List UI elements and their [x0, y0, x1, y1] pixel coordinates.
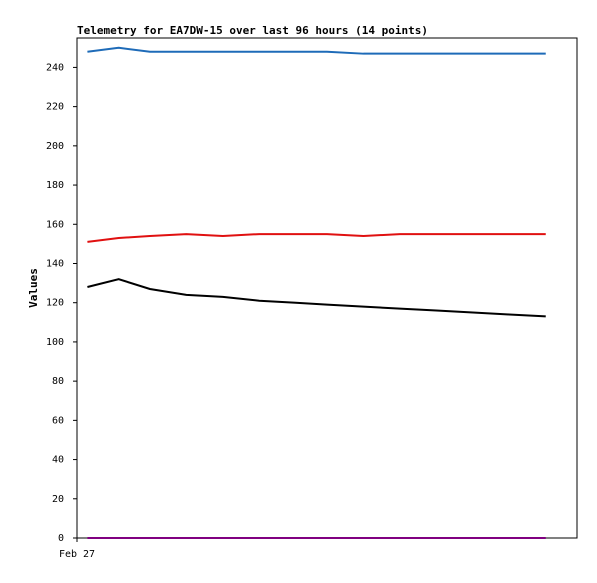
x-tick-label: Feb 27	[59, 549, 95, 560]
y-tick-label: 200	[46, 141, 64, 152]
y-tick-label: 20	[52, 494, 64, 505]
y-tick-label: 80	[52, 376, 64, 387]
y-tick-label: 140	[46, 258, 64, 269]
y-tick-label: 240	[46, 62, 64, 73]
y-axis-label: Values	[27, 268, 40, 308]
y-tick-label: 220	[46, 102, 64, 113]
y-tick-label: 100	[46, 337, 64, 348]
y-tick-label: 40	[52, 455, 64, 466]
y-tick-label: 0	[58, 533, 64, 544]
chart-title: Telemetry for EA7DW-15 over last 96 hour…	[77, 24, 428, 37]
series-line	[87, 278, 546, 318]
y-tick-label: 160	[46, 219, 64, 230]
y-tick-label: 120	[46, 298, 64, 309]
y-tick-label: 180	[46, 180, 64, 191]
y-tick-label: 60	[52, 415, 64, 426]
series-line	[87, 233, 546, 243]
plot-frame	[76, 37, 578, 539]
series-line	[87, 46, 546, 55]
